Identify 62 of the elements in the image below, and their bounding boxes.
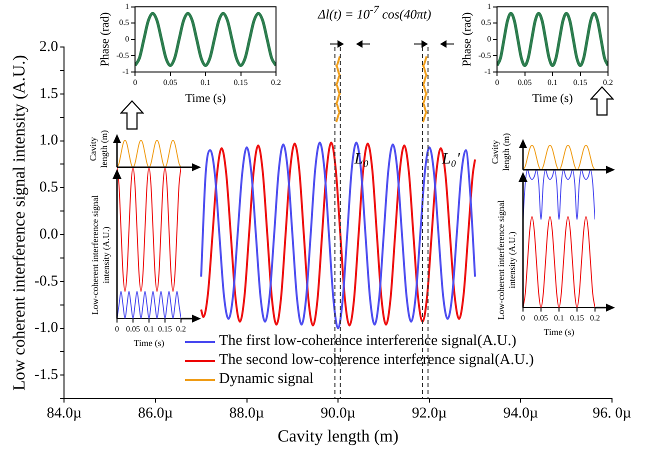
- y-tick-label: -1.0: [34, 320, 58, 336]
- legend-label: Dynamic signal: [219, 371, 314, 388]
- y-tick-label: 1.5: [39, 86, 58, 102]
- x-tick-label: 0.15: [573, 78, 588, 87]
- y-tick-label: 1.0: [39, 132, 58, 149]
- x-tick-label: 96. 0µ: [592, 406, 632, 422]
- x-tick-label: 0.1: [144, 324, 154, 334]
- y-axis-title: Low coherent interference signal intensity (A.U.): [10, 54, 29, 391]
- x-tick-label: 0: [495, 78, 500, 87]
- y-tick-label: -0.5: [478, 50, 492, 60]
- x-axis-title: Time (s): [134, 338, 164, 348]
- x-axis-title: Cavity length (m): [278, 426, 399, 446]
- x-tick-label: 84.0µ: [46, 406, 82, 422]
- y2-axis-title: Cavity length (m): [88, 129, 110, 170]
- y-tick-label: 0.0: [39, 226, 58, 242]
- y-axis-title: Low-coherent interference signal intensity (A.U.): [90, 194, 112, 317]
- y-tick-label: -0.5: [116, 50, 130, 60]
- line-series: [135, 12, 276, 67]
- x-axis-title: Time (s): [544, 326, 574, 337]
- x-tick-label: 0.15: [234, 78, 248, 87]
- y-tick-label: 0.5: [481, 18, 492, 28]
- text: Δl(t) = 10$^{-7}$ cos(40πt): [318, 4, 432, 22]
- legend-label: The first low-coherence interference signal(A.U.): [219, 333, 516, 350]
- line-series: [497, 12, 608, 67]
- y-axis-title: Phase (rad): [97, 12, 112, 67]
- y-tick-label: 0: [125, 34, 130, 44]
- x-tick-label: 0.1: [200, 78, 211, 87]
- y-tick-label: 0: [487, 34, 492, 44]
- y-tick-label: -0.5: [34, 273, 58, 290]
- y-tick-label: -1.5: [34, 367, 58, 384]
- x-tick-label: 0.05: [126, 324, 140, 334]
- y-tick-label: -1: [122, 67, 130, 76]
- y-tick-label: -1: [484, 67, 492, 76]
- y-tick-label: 1: [487, 2, 492, 11]
- x-tick-label: 0: [521, 313, 525, 322]
- x-tick-label: 0: [133, 78, 138, 87]
- x-tick-label: 0.05: [534, 313, 548, 322]
- x-tick-label: 88.0µ: [229, 406, 265, 422]
- x-tick-label: 0.2: [176, 324, 186, 334]
- x-tick-label: 92.0µ: [412, 406, 448, 422]
- legend-label: The second low-coherence interference signal(A.U.): [219, 352, 534, 369]
- x-tick-label: 0.05: [518, 78, 532, 87]
- y-tick-label: 0.5: [119, 18, 130, 28]
- y-axis-title: Low-coherent interference signal intensity (A.U.): [496, 199, 518, 322]
- x-tick-label: 90.0µ: [320, 406, 356, 422]
- x-tick-label: 0.2: [271, 78, 281, 87]
- y-tick-label: 1: [125, 2, 130, 11]
- x-tick-label: 0.05: [163, 78, 178, 87]
- x-tick-label: 0.15: [158, 324, 172, 334]
- y2-axis-title: Cavity length (m): [490, 132, 512, 173]
- x-axis-title: Time (s): [532, 90, 573, 105]
- x-tick-label: 86.0µ: [138, 406, 174, 422]
- y-tick-label: 0.5: [39, 180, 58, 196]
- x-axis-title: Time (s): [185, 90, 226, 105]
- y-axis-title: Phase (rad): [459, 12, 474, 67]
- x-tick-label: 0.2: [603, 78, 613, 87]
- x-tick-label: 0.1: [554, 313, 564, 322]
- x-tick-label: 0.15: [570, 313, 584, 322]
- x-tick-label: 0.2: [590, 313, 600, 322]
- x-tick-label: 0.1: [548, 78, 558, 87]
- y-tick-label: 2.0: [39, 38, 58, 55]
- x-tick-label: 94.0µ: [503, 406, 538, 422]
